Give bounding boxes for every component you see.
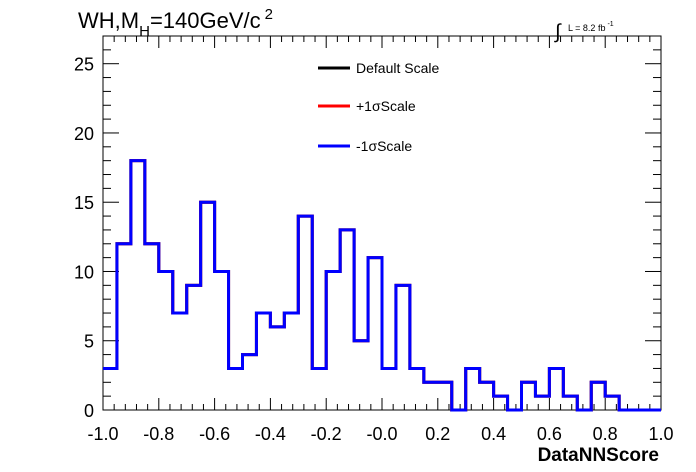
y-tick-label: 10	[74, 262, 94, 282]
x-tick-label: -0.8	[143, 424, 174, 444]
x-tick-label: -0.6	[199, 424, 230, 444]
x-tick-label: 0.2	[425, 424, 450, 444]
x-tick-label: -0.2	[311, 424, 342, 444]
x-tick-label: 0.8	[593, 424, 618, 444]
histogram-series-line	[103, 159, 661, 412]
luminosity-integral-symbol: ∫	[554, 21, 562, 43]
y-tick-label: 5	[84, 332, 94, 352]
luminosity-label: L = 8.2 fb -1	[568, 21, 614, 33]
series-layer	[103, 159, 661, 412]
x-tick-label: -1.0	[87, 424, 118, 444]
chart-title: WH,MH=140GeV/c 2	[78, 6, 273, 40]
x-tick-label: 0.4	[481, 424, 506, 444]
legend: Default Scale +1σScale -1σScale	[318, 60, 439, 154]
y-tick-label: 0	[84, 401, 94, 421]
x-axis-label: DataNNScore	[538, 445, 659, 466]
x-tick-label: -0.0	[366, 424, 397, 444]
y-tick-label: 25	[74, 55, 94, 75]
legend-label: +1σScale	[356, 98, 416, 114]
y-tick-label: 20	[74, 124, 94, 144]
legend-label: Default Scale	[356, 60, 439, 76]
y-tick-label: 15	[74, 193, 94, 213]
legend-label: -1σScale	[356, 138, 412, 154]
x-tick-label: -0.4	[255, 424, 286, 444]
x-tick-label: 1.0	[648, 424, 673, 444]
x-tick-label: 0.6	[537, 424, 562, 444]
